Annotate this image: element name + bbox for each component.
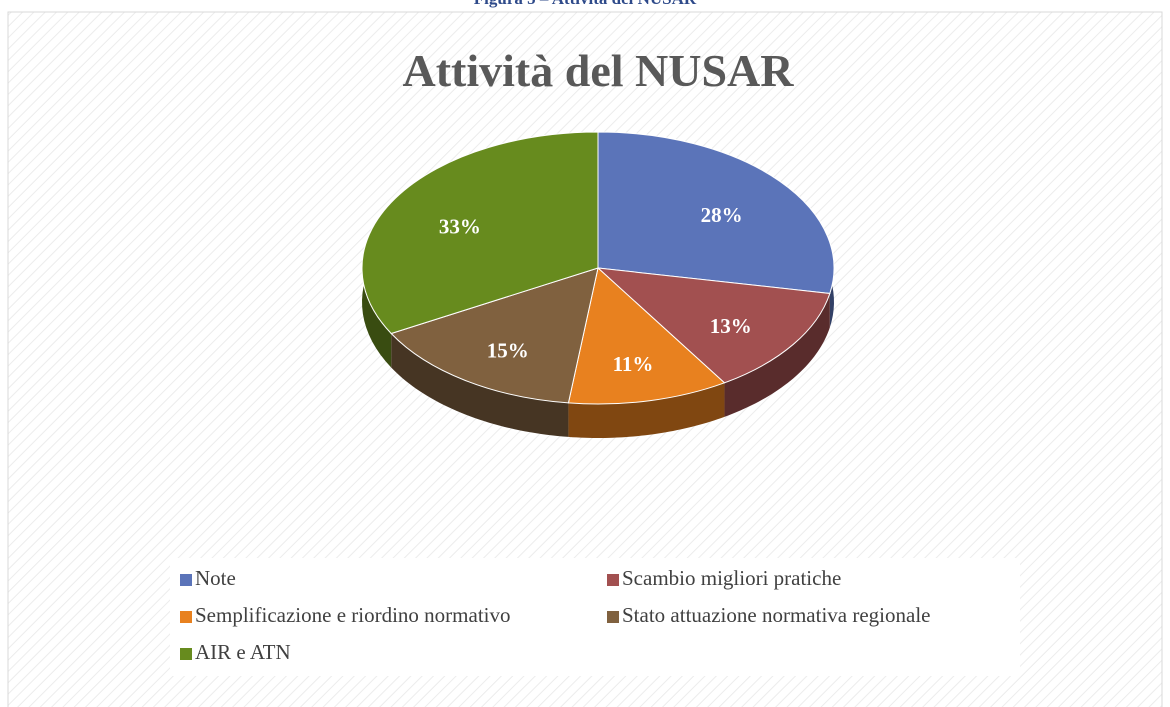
legend-label: Scambio migliori pratiche — [622, 566, 841, 590]
legend-label: Semplificazione e riordino normativo — [195, 603, 511, 627]
legend-swatch — [607, 574, 619, 586]
data-label: 11% — [613, 352, 654, 376]
legend-swatch — [607, 611, 619, 623]
slice — [597, 131, 835, 295]
slice — [390, 267, 599, 404]
chart-title: Attività del NUSAR — [403, 45, 795, 96]
legend-swatch — [180, 574, 192, 586]
legend-box — [170, 558, 1020, 676]
legend-swatch — [180, 648, 192, 660]
legend: Note Scambio migliori pratiche Semplificaz… — [180, 566, 930, 664]
slice — [361, 131, 599, 335]
slice-side — [724, 293, 830, 417]
slice — [596, 267, 831, 384]
slice — [567, 267, 726, 405]
legend-label: Note — [195, 566, 236, 590]
legend-swatch — [180, 611, 192, 623]
data-label: 28% — [701, 203, 743, 227]
slice-side — [391, 333, 569, 437]
data-label: 13% — [710, 314, 752, 338]
caption: Figura 5 – Attività del NUSAR — [474, 0, 697, 8]
data-label: 15% — [487, 338, 529, 362]
pie: 28% 13% 11% 15% 33% — [361, 131, 835, 438]
legend-label: Stato attuazione normativa regionale — [622, 603, 930, 627]
slice-side — [568, 382, 725, 438]
data-label: 33% — [439, 215, 481, 239]
legend-label: AIR e ATN — [195, 640, 291, 664]
